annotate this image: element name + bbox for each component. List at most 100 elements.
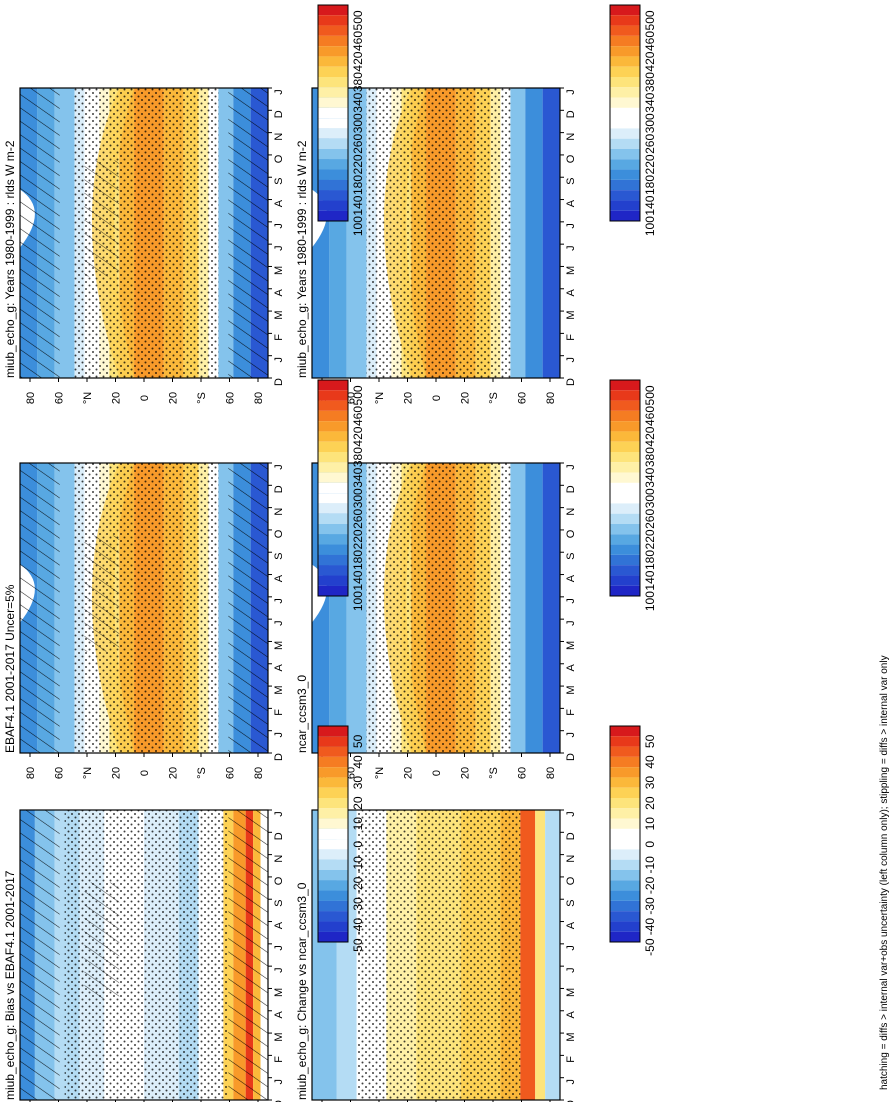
- month-label: D: [273, 753, 285, 761]
- month-label: S: [273, 178, 285, 185]
- colorbar-label: 180: [643, 175, 657, 195]
- month-label: D: [273, 485, 285, 493]
- stippling: [356, 810, 521, 1100]
- hatching: [228, 88, 268, 378]
- colorbar-label: 460: [643, 31, 657, 51]
- colorbar-label: 500: [351, 385, 365, 405]
- month-label: J: [273, 967, 285, 973]
- month-label: J: [565, 357, 577, 363]
- colorbar-label: 340: [643, 92, 657, 112]
- colorbar-swatch: [318, 25, 348, 36]
- month-label: J: [565, 598, 577, 604]
- colorbar-swatch: [318, 390, 348, 401]
- month-label: J: [565, 811, 577, 817]
- colorbar-label: 0: [351, 841, 365, 848]
- colorbar-swatch: [318, 890, 348, 901]
- month-label: J: [565, 223, 577, 229]
- month-label: J: [565, 245, 577, 251]
- colorbar-swatch: [610, 431, 640, 442]
- colorbar-swatch: [318, 787, 348, 798]
- colorbar-label: 420: [351, 51, 365, 71]
- month-label: S: [565, 178, 577, 185]
- colorbar-swatch: [610, 380, 640, 391]
- colorbar-swatch: [318, 128, 348, 139]
- colorbar-swatch: [610, 452, 640, 463]
- colorbar-swatch: [318, 493, 348, 504]
- month-label: J: [273, 245, 285, 251]
- colorbar-swatch: [318, 472, 348, 483]
- colorbar-swatch: [318, 880, 348, 891]
- field-band: [535, 810, 546, 1100]
- colorbar-swatch: [318, 431, 348, 442]
- colorbar-swatch: [610, 128, 640, 139]
- lat-label: 20: [403, 392, 415, 404]
- month-label: J: [565, 89, 577, 95]
- month-label: O: [565, 876, 577, 885]
- field-band: [346, 88, 367, 378]
- colorbar-swatch: [610, 46, 640, 57]
- panel-right-top: DJFMAMJJASONDJ8060°N20020°S6080miub_echo…: [295, 87, 577, 404]
- panel-left-middle: D J F M A M J J A S O N D J 80 60 °N 20 0 20 °S 60 80 EBAF4.1 2…: [3, 462, 285, 779]
- colorbar-label: -30: [351, 897, 365, 915]
- colorbar-label: 140: [351, 195, 365, 215]
- month-label: O: [273, 529, 285, 538]
- panel-left-top: D J F M A M J J A S O N D J 80 60 °N 20 0 20 °S 60 80 miub_echo…: [3, 87, 285, 404]
- colorbar-label: 220: [643, 154, 657, 174]
- lat-label: °S: [488, 392, 500, 404]
- month-label: A: [273, 663, 285, 671]
- colorbar-label: 340: [643, 467, 657, 487]
- month-label: M: [273, 988, 285, 997]
- month-label: N: [565, 133, 577, 141]
- field-band: [520, 810, 536, 1100]
- colorbar-swatch: [318, 462, 348, 473]
- month-label: J: [273, 620, 285, 626]
- month-label: D: [565, 110, 577, 118]
- colorbar-swatch: [318, 66, 348, 77]
- month-label: F: [565, 709, 577, 716]
- colorbar-label: 100: [643, 216, 657, 236]
- colorbar-swatch: [318, 828, 348, 840]
- lat-label: 80: [545, 392, 557, 404]
- colorbar-frame: [317, 379, 349, 597]
- month-label: A: [273, 199, 285, 207]
- lat-label: 60: [517, 392, 529, 404]
- month-label: F: [273, 709, 285, 716]
- colorbar-label: 140: [351, 570, 365, 590]
- colorbar-swatch: [318, 859, 348, 870]
- colorbar-label: 300: [351, 488, 365, 508]
- colorbar-swatch: [318, 756, 348, 768]
- colorbar-swatch: [610, 390, 640, 401]
- colorbar-swatch: [610, 870, 640, 881]
- field-band: [542, 463, 560, 753]
- month-label: M: [273, 685, 285, 694]
- colorbar-swatch: [610, 849, 640, 860]
- colorbar-label: 100: [351, 216, 365, 236]
- colorbar-swatch: [610, 900, 640, 912]
- colorbar-label: 140: [643, 195, 657, 215]
- month-label: A: [565, 663, 577, 671]
- colorbar-swatch: [610, 777, 640, 788]
- colorbar-swatch: [610, 66, 640, 77]
- month-label: M: [565, 988, 577, 997]
- month-label: A: [565, 921, 577, 929]
- colorbar-label: 10: [643, 817, 657, 831]
- month-label: A: [273, 921, 285, 929]
- colorbar-label: -10: [351, 856, 365, 874]
- colorbar-swatch: [610, 482, 640, 494]
- lat-label: °N: [82, 767, 94, 779]
- colorbar-swatch: [610, 726, 640, 737]
- colorbar-swatch: [318, 46, 348, 57]
- colorbar-swatch: [318, 87, 348, 98]
- colorbar-swatch: [610, 787, 640, 798]
- month-label: S: [273, 553, 285, 560]
- month-label: N: [273, 133, 285, 141]
- colorbar-swatch: [318, 911, 348, 922]
- colorbar-frame: [609, 4, 641, 222]
- colorbar-swatch: [610, 472, 640, 483]
- colorbar-swatch: [318, 818, 348, 829]
- lat-label: 20: [111, 767, 123, 779]
- lat-label: °S: [196, 767, 208, 779]
- colorbar-swatch: [318, 931, 348, 942]
